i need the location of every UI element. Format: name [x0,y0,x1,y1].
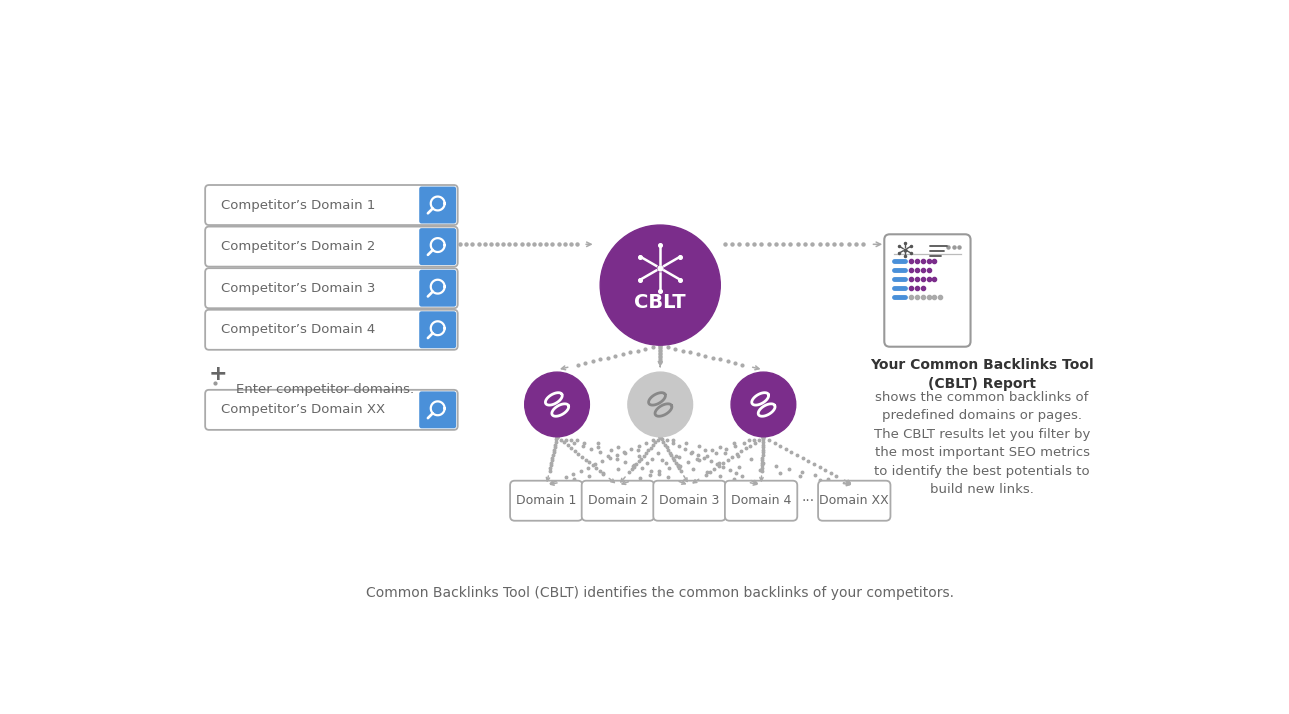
Text: Domain 2: Domain 2 [588,494,648,507]
Text: Domain 1: Domain 1 [516,494,576,507]
FancyBboxPatch shape [510,481,583,521]
Circle shape [601,225,721,345]
Text: Domain 3: Domain 3 [659,494,719,507]
Text: Domain XX: Domain XX [820,494,889,507]
FancyBboxPatch shape [205,226,458,266]
FancyBboxPatch shape [724,481,798,521]
FancyBboxPatch shape [581,481,654,521]
FancyBboxPatch shape [419,391,456,428]
FancyBboxPatch shape [419,228,456,265]
Text: Common Backlinks Tool (CBLT) identifies the common backlinks of your competitors: Common Backlinks Tool (CBLT) identifies … [366,586,954,600]
Text: +: + [209,363,228,383]
FancyBboxPatch shape [205,268,458,308]
FancyBboxPatch shape [419,311,456,348]
FancyBboxPatch shape [884,234,971,347]
Circle shape [628,372,692,437]
Text: Your Common Backlinks Tool
(CBLT) Report: Your Common Backlinks Tool (CBLT) Report [870,358,1094,391]
FancyBboxPatch shape [205,310,458,350]
FancyBboxPatch shape [205,390,458,430]
Text: shows the common backlinks of
predefined domains or pages.
The CBLT results let : shows the common backlinks of predefined… [874,391,1090,496]
Text: Competitor’s Domain 2: Competitor’s Domain 2 [222,240,375,253]
Circle shape [731,372,795,437]
Text: CBLT: CBLT [634,293,686,311]
Text: Competitor’s Domain 3: Competitor’s Domain 3 [222,282,375,295]
FancyBboxPatch shape [419,186,456,223]
Text: Enter competitor domains.: Enter competitor domains. [236,383,414,396]
FancyBboxPatch shape [654,481,726,521]
FancyBboxPatch shape [419,270,456,307]
Text: Domain 4: Domain 4 [731,494,791,507]
Text: ···: ··· [802,493,815,508]
FancyBboxPatch shape [819,481,891,521]
Text: Competitor’s Domain 1: Competitor’s Domain 1 [222,198,375,211]
Text: Competitor’s Domain 4: Competitor’s Domain 4 [222,323,375,336]
Circle shape [525,372,589,437]
FancyBboxPatch shape [205,185,458,225]
Text: Competitor’s Domain XX: Competitor’s Domain XX [222,403,385,416]
